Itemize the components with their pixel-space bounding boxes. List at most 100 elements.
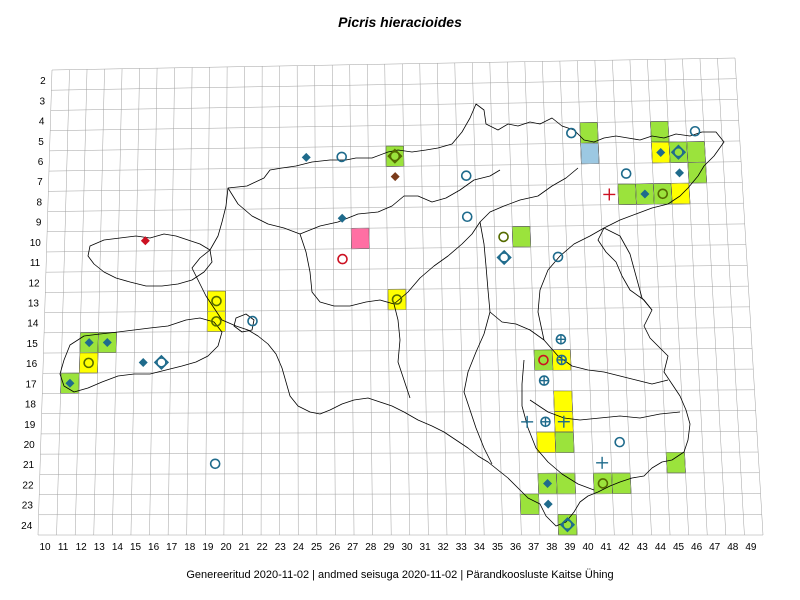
x-tick-label: 35 xyxy=(492,542,504,553)
county-border xyxy=(479,221,545,341)
grid-line-vertical xyxy=(130,68,140,536)
occupied-cell xyxy=(387,288,407,311)
x-axis-ticks: 10 11 12 13 14 15 16 17 18 19 20 21 22 23 24 25 26 27 28 29… xyxy=(39,542,756,553)
y-tick-label: 23 xyxy=(22,501,34,512)
grid-line-vertical xyxy=(186,67,193,536)
grid-line-horizontal xyxy=(41,410,756,414)
x-tick-label: 23 xyxy=(275,542,287,553)
x-tick-label: 46 xyxy=(691,542,703,553)
occurrence-marker-circle xyxy=(211,295,222,307)
grid-line-vertical xyxy=(149,68,158,536)
x-tick-label: 20 xyxy=(220,542,232,553)
grid-line-horizontal xyxy=(42,368,754,374)
island-saaremaa xyxy=(59,317,223,393)
occupied-cell xyxy=(533,349,554,371)
grid-line-vertical xyxy=(612,60,634,536)
grid-line-vertical xyxy=(489,62,503,536)
occurrence-marker-diamond xyxy=(543,499,553,509)
occurrence-marker-circle xyxy=(566,127,577,139)
x-tick-label: 18 xyxy=(184,542,196,553)
y-tick-label: 12 xyxy=(28,278,40,289)
occurrence-marker-circle xyxy=(552,251,564,263)
occurrence-marker-diamond-circle xyxy=(387,148,403,164)
x-tick-label: 14 xyxy=(112,542,124,553)
occupied-cell xyxy=(536,431,557,453)
occupied-cell xyxy=(553,390,573,412)
island-hiiumaa xyxy=(87,233,213,287)
grid-line-vertical xyxy=(296,65,299,536)
x-tick-label: 41 xyxy=(601,542,613,553)
grid-line-horizontal xyxy=(45,265,748,273)
y-tick-label: 6 xyxy=(38,157,44,168)
island-muhu xyxy=(233,313,255,333)
occurrence-marker-circle-cross xyxy=(555,334,567,345)
occupied-cell xyxy=(653,183,673,205)
occurrence-marker-circle xyxy=(83,357,94,369)
x-tick-label: 38 xyxy=(546,542,558,553)
occurrence-marker-circle-cross xyxy=(538,375,550,386)
grid-line-vertical xyxy=(734,57,764,536)
x-tick-label: 10 xyxy=(39,542,51,553)
grid-line-horizontal xyxy=(48,182,743,192)
y-tick-label: 17 xyxy=(25,379,37,390)
grid-line-vertical xyxy=(507,61,522,536)
occurrence-marker-circle xyxy=(209,458,221,470)
x-tick-label: 30 xyxy=(401,542,413,553)
map-title: Picris hieracioides xyxy=(338,14,462,30)
grid-line-vertical xyxy=(366,64,373,536)
grid-line-vertical xyxy=(331,65,336,536)
occupied-cell xyxy=(617,183,637,205)
y-tick-label: 8 xyxy=(36,197,42,208)
county-border xyxy=(463,311,493,465)
grid-line-horizontal xyxy=(51,57,736,71)
y-tick-label: 21 xyxy=(23,460,35,471)
grid-line-vertical xyxy=(717,58,745,536)
occurrence-marker-diamond-circle xyxy=(496,249,512,266)
occurrence-marker-diamond-circle xyxy=(559,517,576,533)
y-tick-label: 7 xyxy=(37,177,43,188)
y-tick-label: 2 xyxy=(40,76,46,87)
occurrence-marker-circle xyxy=(597,478,609,489)
x-tick-label: 11 xyxy=(58,542,69,553)
occupied-cell xyxy=(592,472,613,495)
x-tick-label: 43 xyxy=(637,542,649,553)
occupied-cell xyxy=(611,472,632,495)
grid-line-vertical xyxy=(647,59,671,536)
occupied-cell xyxy=(579,122,599,144)
occurrence-marker-circle xyxy=(614,436,625,448)
occurrence-marker-diamond xyxy=(102,337,112,347)
occupied-cell xyxy=(580,142,600,165)
occurrence-marker-circle xyxy=(391,294,403,305)
occurrence-marker-cross xyxy=(521,415,534,428)
grid-line-horizontal xyxy=(43,348,753,354)
x-tick-label: 34 xyxy=(474,542,486,553)
grid-line-vertical xyxy=(559,61,578,536)
x-tick-label: 47 xyxy=(709,542,721,553)
x-tick-label: 33 xyxy=(456,542,468,553)
occurrence-marker-circle xyxy=(460,170,472,181)
map-grid xyxy=(37,57,764,536)
grid-line-vertical xyxy=(205,67,210,536)
occupied-cell xyxy=(554,431,575,453)
grid-line-vertical xyxy=(472,62,485,536)
x-tick-label: 45 xyxy=(673,542,685,553)
occurrence-marker-diamond xyxy=(65,378,75,388)
y-tick-label: 19 xyxy=(24,420,36,431)
grid-line-vertical xyxy=(112,68,123,536)
x-tick-label: 44 xyxy=(655,542,667,553)
y-tick-label: 5 xyxy=(38,137,44,148)
county-border xyxy=(393,167,579,305)
grid-line-vertical xyxy=(594,60,615,536)
grid-line-vertical xyxy=(349,64,355,536)
occurrence-marker-diamond xyxy=(140,236,150,246)
grid-line-vertical xyxy=(437,63,448,536)
y-tick-label: 13 xyxy=(28,299,40,310)
occurrence-marker-cross xyxy=(603,188,616,201)
grid-line-vertical xyxy=(699,58,727,536)
occupied-cell xyxy=(665,451,686,474)
occurrence-marker-diamond xyxy=(390,172,400,182)
x-tick-label: 24 xyxy=(293,542,305,553)
grid-line-horizontal xyxy=(40,451,759,455)
occurrence-marker-circle-cross xyxy=(540,416,551,428)
